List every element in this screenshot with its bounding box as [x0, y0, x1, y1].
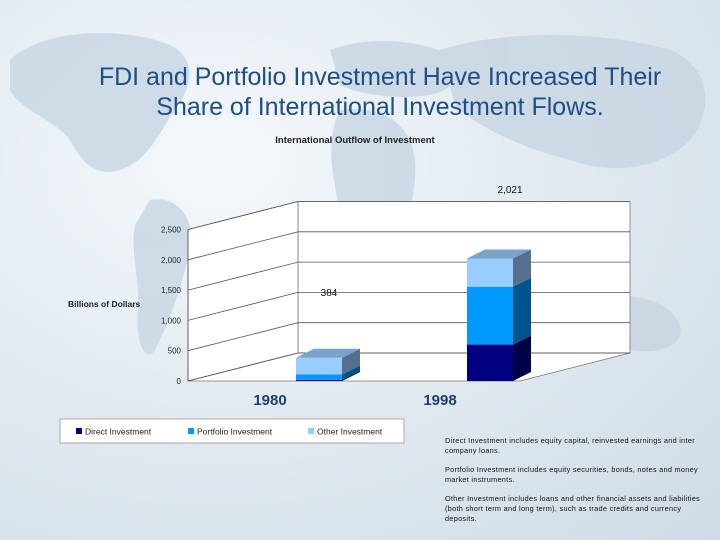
bar-total-label: 384: [321, 288, 338, 299]
bar-side-face: [342, 348, 360, 375]
x-category-label: 1980: [253, 392, 286, 409]
bar-top-face: [467, 249, 531, 259]
gridline: [187, 231, 630, 261]
slide-title-line-2: Share of International Investment Flows.: [156, 93, 604, 121]
bar-front-face: [296, 374, 342, 380]
bar-front-face: [296, 379, 342, 381]
y-tick-label: 2,500: [161, 226, 182, 235]
slide-title-line-1: FDI and Portfolio Investment Have Increa…: [98, 63, 662, 91]
bar-segment: [296, 365, 360, 380]
legend-box: [59, 418, 405, 444]
bar-side-face: [342, 365, 360, 380]
bar-side-face: [513, 249, 531, 287]
legend-swatch: [188, 428, 194, 434]
bar-segment: [467, 249, 531, 287]
bar-top-face: [296, 348, 360, 358]
chart-title: International Outflow of Investment: [275, 135, 435, 146]
y-tick-label: 1,000: [161, 316, 182, 325]
gridline: [187, 201, 630, 230]
legend-label: Portfolio Investment: [197, 427, 273, 437]
bar-side-face: [342, 370, 360, 381]
y-axis-label: Billions of Dollars: [68, 299, 141, 309]
note-portfolio-investment: Portfolio Investment includes equity sec…: [445, 465, 698, 484]
legend-label: Other Investment: [317, 427, 383, 437]
legend-label: Direct Investment: [85, 427, 152, 437]
bar-front-face: [467, 258, 513, 287]
note-direct-investment: Direct Investment includes equity capita…: [445, 436, 695, 455]
y-tick-label: 0: [177, 377, 182, 386]
slide-title: FDI and Portfolio Investment Have Increa…: [40, 62, 720, 122]
bar-total-label: 2,021: [497, 185, 522, 196]
bar-segment: [467, 335, 531, 381]
bar-segment: [296, 370, 360, 381]
y-tick-label: 2,000: [161, 256, 182, 265]
y-tick-label: 1,500: [161, 286, 182, 295]
note-other-investment: Other Investment includes loans and othe…: [445, 494, 701, 523]
y-tick-label: 500: [168, 347, 182, 356]
bar-segment: [467, 277, 531, 345]
footnotes: Direct Investment includes equity capita…: [445, 436, 707, 533]
bar-front-face: [467, 344, 513, 381]
bar-segment: [296, 348, 360, 375]
chart-legend: Direct Investment Portfolio Investment Oth…: [59, 418, 405, 444]
bar-side-face: [513, 335, 531, 381]
x-category-label: 1998: [423, 392, 456, 409]
chart-back-wall: [297, 201, 631, 354]
chart-side-wall: [187, 200, 299, 382]
bar-front-face: [296, 357, 342, 375]
legend-swatch: [76, 428, 82, 434]
bar-front-face: [467, 286, 513, 345]
legend-swatch: [308, 428, 314, 434]
bar-side-face: [513, 277, 531, 345]
